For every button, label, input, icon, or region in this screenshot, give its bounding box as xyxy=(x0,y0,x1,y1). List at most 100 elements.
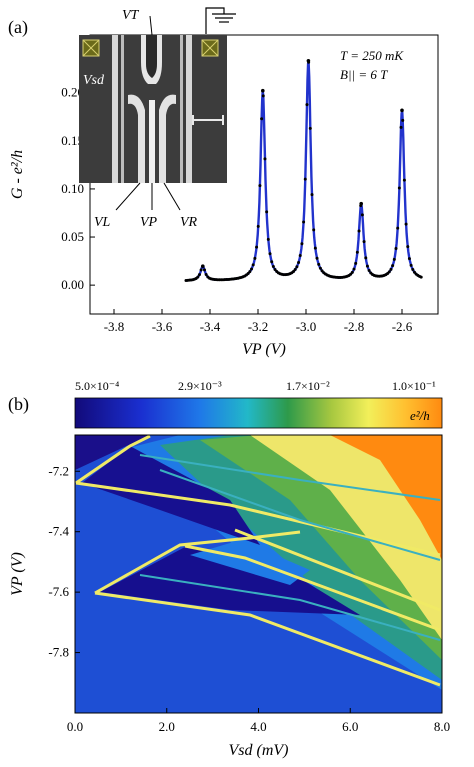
x-tick-label: -3.8 xyxy=(104,319,125,334)
data-point xyxy=(261,94,265,98)
data-point xyxy=(268,252,272,256)
data-point xyxy=(357,229,361,233)
x-tick-label: -3.2 xyxy=(248,319,269,334)
data-point xyxy=(305,103,309,107)
y-axis-label: VP (V) xyxy=(9,552,26,596)
data-point xyxy=(411,268,415,272)
data-point xyxy=(303,177,307,181)
data-point xyxy=(312,228,316,232)
data-point xyxy=(273,268,277,272)
data-point xyxy=(409,263,413,267)
data-point xyxy=(263,157,267,161)
temperature-annotation: T = 250 mK xyxy=(340,48,404,63)
x-tick-label: -3.4 xyxy=(200,319,221,334)
data-point xyxy=(265,210,269,214)
diamond-edges xyxy=(75,435,441,687)
x-tick-label: -3.6 xyxy=(152,319,173,334)
y-tick-label: -7.8 xyxy=(48,645,69,660)
x-tick-label: 6.0 xyxy=(342,719,358,734)
plot-a-data xyxy=(184,58,423,282)
data-point xyxy=(197,273,201,277)
plot-a-axes: -3.8 -3.6 -3.4 -3.2 -3.0 -2.8 -2.6 0.00 0.05 0.10… xyxy=(9,34,439,358)
peak-point xyxy=(201,264,205,268)
sem-leader-lines xyxy=(115,15,181,211)
x-tick-label: -2.6 xyxy=(392,319,413,334)
data-point xyxy=(407,257,411,261)
sem-label-vp: VP xyxy=(140,215,158,230)
panel-b-label: (b) xyxy=(8,394,29,415)
y-axis-label: G - e²/h xyxy=(9,150,26,199)
colorbar-tick-4: 1.0×10⁻¹ xyxy=(392,379,436,393)
colorbar xyxy=(74,397,443,429)
y-tick-label: -7.6 xyxy=(48,584,69,599)
data-point xyxy=(396,226,400,230)
colorbar-tick-2: 2.9×10⁻³ xyxy=(178,379,222,393)
field-annotation: B|| = 6 T xyxy=(340,67,388,82)
data-point xyxy=(266,237,270,241)
y-tick-label: 0.10 xyxy=(61,181,84,196)
data-point xyxy=(270,260,274,264)
x-axis-label: VP (V) xyxy=(242,341,286,358)
data-point xyxy=(352,267,356,271)
data-point xyxy=(419,275,423,279)
diamond-edges-secondary xyxy=(139,454,441,641)
x-tick-label: 4.0 xyxy=(250,719,266,734)
data-point xyxy=(199,268,203,272)
colorbar-unit: e²/h xyxy=(410,408,430,423)
data-point xyxy=(300,242,304,246)
data-point xyxy=(297,260,301,264)
data-point xyxy=(251,263,255,267)
sem-label-vl: VL xyxy=(94,215,111,230)
data-point xyxy=(404,222,408,226)
data-point xyxy=(387,270,391,274)
data-point xyxy=(256,224,260,228)
diamond-inner-blue xyxy=(190,540,310,585)
peak-point xyxy=(261,88,265,93)
data-point xyxy=(260,117,264,121)
heatmap-region-orange xyxy=(330,435,442,560)
data-point xyxy=(399,125,403,129)
data-point xyxy=(317,262,321,266)
sem-label-vt: VT xyxy=(122,8,140,23)
sem-label-vr: VR xyxy=(180,215,198,230)
y-tick-label: -7.2 xyxy=(48,463,69,478)
data-point xyxy=(365,264,369,268)
data-point xyxy=(367,268,371,272)
x-axis-label: Vsd (mV) xyxy=(229,742,289,759)
data-point xyxy=(354,261,358,265)
data-point xyxy=(271,265,275,269)
x-tick-label: -2.8 xyxy=(344,319,365,334)
data-point xyxy=(362,240,366,244)
data-point xyxy=(318,266,322,270)
data-point xyxy=(389,267,393,271)
data-point xyxy=(315,256,319,260)
data-point xyxy=(406,245,410,249)
y-tick-label: 0.20 xyxy=(61,85,84,100)
data-point xyxy=(298,254,302,258)
data-point xyxy=(391,264,395,268)
data-point xyxy=(202,268,206,272)
panel-a-label: (a) xyxy=(8,17,28,38)
colorbar-tick-1: 5.0×10⁻⁴ xyxy=(75,379,119,393)
data-point xyxy=(204,272,208,276)
y-tick-label: 0.05 xyxy=(61,229,84,244)
data-point xyxy=(402,178,406,182)
x-tick-label: 0.0 xyxy=(67,719,83,734)
heatmap xyxy=(75,435,442,713)
data-point xyxy=(295,265,299,269)
x-tick-label: 8.0 xyxy=(434,719,450,734)
colorbar-tick-3: 1.7×10⁻² xyxy=(286,379,330,393)
data-point xyxy=(313,246,317,250)
x-tick-label: -3.0 xyxy=(296,319,317,334)
data-point xyxy=(248,270,252,274)
data-point xyxy=(302,220,306,224)
plot-b-axes: 0.0 2.0 4.0 6.0 8.0 -7.2 -7.4 -7.6 -7.8 Vsd (mV) V… xyxy=(9,463,450,759)
data-point xyxy=(394,247,398,251)
data-point xyxy=(258,184,262,188)
data-point xyxy=(310,193,314,197)
data-point xyxy=(360,213,364,217)
heatmap-region-yellow xyxy=(250,435,442,640)
sem-inset: Vsd xyxy=(79,35,227,183)
data-point xyxy=(401,118,405,122)
